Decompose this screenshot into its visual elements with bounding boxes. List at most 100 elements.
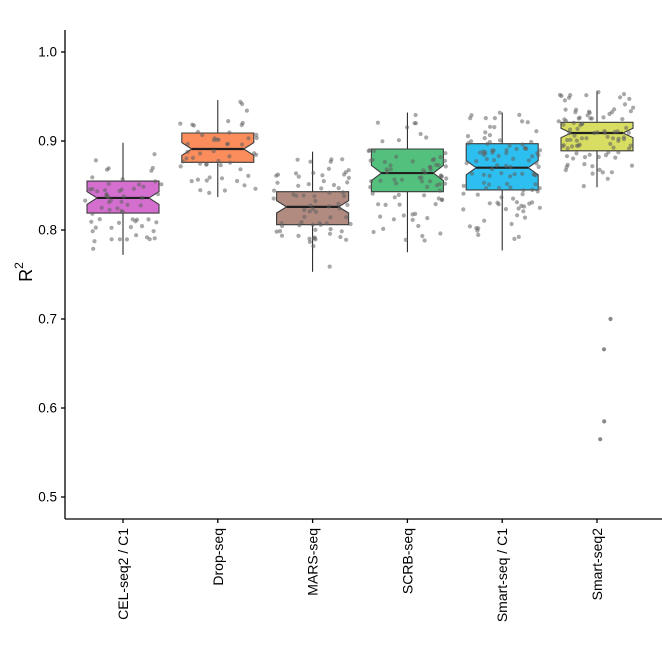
data-point — [299, 220, 304, 225]
data-point — [529, 139, 534, 145]
data-point — [512, 236, 517, 241]
data-point — [189, 179, 194, 184]
data-point — [483, 116, 488, 121]
data-point — [481, 180, 487, 185]
data-point — [565, 146, 570, 151]
data-point — [465, 134, 471, 139]
data-point — [254, 135, 259, 141]
data-point — [560, 144, 565, 149]
data-point — [410, 212, 415, 217]
data-point — [151, 229, 156, 234]
data-point — [222, 188, 227, 193]
data-point — [327, 264, 332, 269]
data-point — [200, 132, 205, 138]
data-point — [279, 221, 284, 226]
data-point — [510, 156, 516, 161]
data-point — [139, 224, 145, 229]
y-tick-label: 0.6 — [38, 401, 57, 416]
data-point — [109, 225, 114, 230]
data-point — [520, 119, 525, 124]
data-point — [584, 136, 589, 141]
data-point — [508, 165, 513, 170]
data-point — [120, 209, 125, 215]
data-point — [613, 155, 618, 160]
data-point — [344, 215, 349, 220]
data-point — [227, 154, 232, 159]
data-point — [474, 159, 479, 164]
data-point — [311, 244, 316, 249]
data-point — [609, 110, 615, 115]
data-point — [297, 223, 302, 228]
data-point — [514, 200, 520, 205]
data-point — [313, 227, 318, 232]
data-point — [627, 96, 632, 101]
axes: 1.0 0.9 0.8 0.7 0.6 0.5 R2 CEL-seq2 / C1 Drop-se… — [12, 30, 662, 622]
data-point — [382, 159, 387, 164]
data-point — [596, 90, 601, 95]
data-point — [626, 130, 632, 135]
data-point — [324, 221, 329, 226]
data-point — [195, 129, 200, 135]
data-point — [564, 154, 570, 159]
data-point — [590, 171, 595, 176]
data-point — [275, 180, 280, 185]
data-point — [577, 115, 582, 120]
data-point — [522, 146, 528, 151]
data-point — [180, 159, 185, 164]
data-point — [480, 149, 485, 154]
data-point — [576, 143, 581, 148]
y-tick-label: 0.5 — [38, 490, 57, 505]
outlier-point — [598, 437, 603, 442]
data-point — [574, 138, 580, 143]
x-tick-label: Smart-seq2 — [589, 528, 605, 601]
outlier-point — [601, 347, 607, 352]
data-point — [487, 182, 492, 187]
data-point — [516, 206, 521, 211]
data-point — [380, 139, 385, 144]
data-point — [291, 192, 296, 197]
data-point — [90, 187, 95, 192]
data-point — [574, 107, 579, 112]
data-point — [508, 185, 513, 190]
data-point — [575, 126, 580, 131]
data-point — [128, 225, 133, 230]
data-point — [125, 202, 130, 207]
data-point — [130, 217, 135, 222]
data-point — [254, 152, 259, 157]
data-point — [152, 236, 157, 241]
data-point — [388, 163, 393, 168]
data-point — [121, 194, 126, 199]
data-point — [535, 189, 540, 194]
data-point — [331, 182, 337, 188]
data-point — [492, 125, 497, 130]
series-MARS-seq — [271, 151, 353, 272]
data-point — [308, 203, 313, 208]
data-point — [211, 149, 216, 154]
data-point — [530, 200, 535, 205]
data-point — [318, 222, 323, 227]
data-point — [497, 138, 503, 143]
data-point — [277, 229, 283, 234]
data-point — [476, 232, 481, 237]
data-point — [521, 188, 526, 193]
data-point — [370, 157, 375, 162]
data-point — [584, 93, 589, 98]
data-point — [624, 125, 629, 130]
data-point — [399, 177, 405, 182]
x-tick-label: Drop-seq — [210, 528, 226, 586]
data-point — [559, 93, 564, 98]
data-point — [512, 172, 517, 177]
data-point — [226, 119, 231, 124]
data-point — [326, 204, 331, 209]
data-point — [149, 168, 154, 173]
data-point — [313, 209, 319, 214]
data-point — [464, 161, 469, 166]
data-point — [482, 136, 487, 141]
data-point — [595, 130, 600, 135]
data-point — [461, 183, 466, 188]
data-point — [296, 174, 301, 179]
data-point — [530, 154, 535, 159]
data-point — [522, 204, 527, 209]
data-point — [579, 136, 585, 141]
data-point — [328, 227, 333, 232]
